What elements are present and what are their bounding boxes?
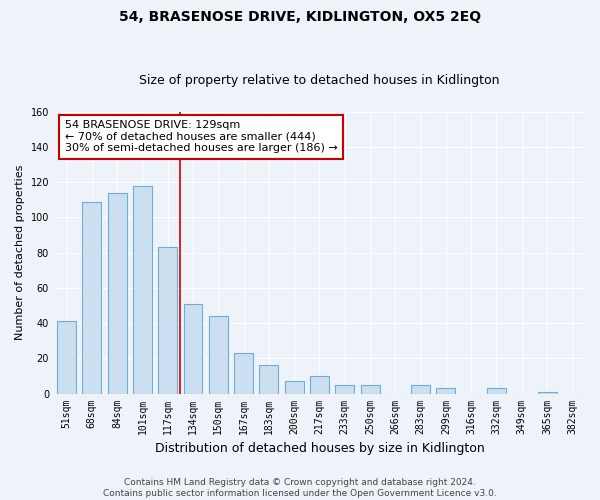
Text: 54 BRASENOSE DRIVE: 129sqm
← 70% of detached houses are smaller (444)
30% of sem: 54 BRASENOSE DRIVE: 129sqm ← 70% of deta… — [65, 120, 337, 154]
Bar — [133, 186, 152, 394]
Bar — [107, 193, 127, 394]
Bar — [234, 353, 253, 394]
Text: 54, BRASENOSE DRIVE, KIDLINGTON, OX5 2EQ: 54, BRASENOSE DRIVE, KIDLINGTON, OX5 2EQ — [119, 10, 481, 24]
Bar — [411, 385, 430, 394]
Bar — [259, 366, 278, 394]
Bar — [82, 202, 101, 394]
Y-axis label: Number of detached properties: Number of detached properties — [15, 165, 25, 340]
X-axis label: Distribution of detached houses by size in Kidlington: Distribution of detached houses by size … — [155, 442, 484, 455]
Bar — [209, 316, 228, 394]
Bar — [361, 385, 380, 394]
Bar — [158, 248, 177, 394]
Bar — [57, 322, 76, 394]
Bar — [284, 381, 304, 394]
Bar — [436, 388, 455, 394]
Bar — [310, 376, 329, 394]
Bar — [538, 392, 557, 394]
Bar — [184, 304, 202, 394]
Text: Contains HM Land Registry data © Crown copyright and database right 2024.
Contai: Contains HM Land Registry data © Crown c… — [103, 478, 497, 498]
Bar — [335, 385, 354, 394]
Bar — [487, 388, 506, 394]
Title: Size of property relative to detached houses in Kidlington: Size of property relative to detached ho… — [139, 74, 500, 87]
